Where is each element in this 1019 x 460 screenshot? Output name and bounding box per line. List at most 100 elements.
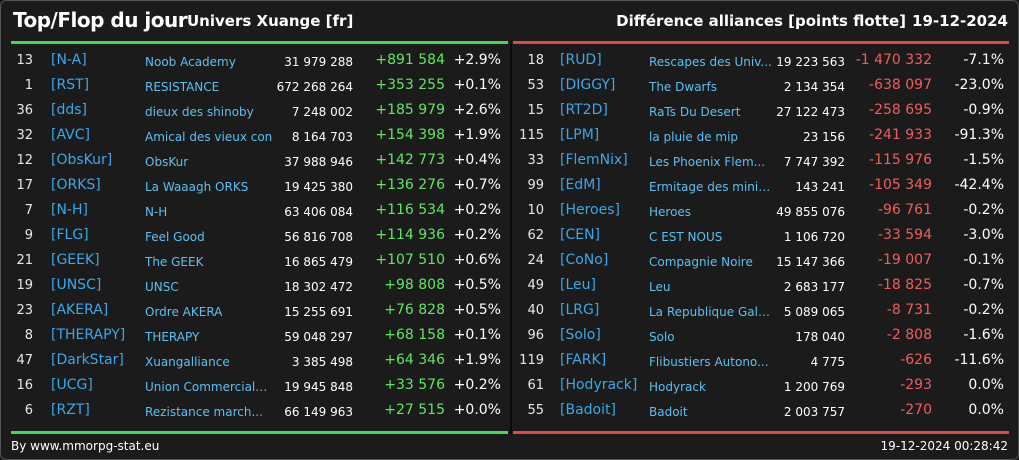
alliance-tag-link[interactable]: [Leu]	[560, 277, 596, 293]
alliance-name-link[interactable]: Feel Good	[145, 230, 205, 244]
alliance-tag-link[interactable]: [AVC]	[51, 127, 90, 143]
alliance-name-link[interactable]: Rescapes des Univ...	[649, 55, 772, 69]
alliance-tag-link[interactable]: [N-A]	[51, 52, 87, 68]
alliance-name-link[interactable]: C EST NOUS	[649, 230, 723, 244]
percent-change: +0.2%	[453, 202, 501, 218]
percent-change: -7.1%	[963, 52, 1004, 68]
alliance-tag-link[interactable]: [RUD]	[560, 52, 602, 68]
points-difference: +136 276	[375, 177, 445, 193]
alliance-tag-link[interactable]: [THERAPY]	[51, 327, 126, 343]
alliance-name-link[interactable]: La Republique Gala...	[649, 305, 773, 319]
table-row: 24 [CoNo] Compagnie Noire 15 147 366 -19 007…	[512, 248, 1018, 273]
table-row: 115 [LPM] la pluie de mip 23 156 -241 933 -91…	[512, 123, 1018, 148]
header: Top/Flop du jour Univers Xuange [fr] Dif…	[1, 1, 1018, 39]
alliance-name-link[interactable]: THERAPY	[145, 330, 200, 344]
alliance-name-link[interactable]: Leu	[649, 280, 671, 294]
alliance-tag-link[interactable]: [Heroes]	[560, 202, 620, 218]
alliance-tag-link[interactable]: [N-H]	[51, 202, 88, 218]
percent-change: -0.2%	[963, 302, 1004, 318]
table-row: 17 [ORKS] La Waaagh ORKS 19 425 380 +136 276…	[1, 173, 509, 198]
table-row: 9 [FLG] Feel Good 56 816 708 +114 936 +0.2%	[1, 223, 509, 248]
alliance-tag-link[interactable]: [LRG]	[560, 302, 600, 318]
alliance-tag-link[interactable]: [Badoit]	[560, 402, 616, 418]
alliance-tag-link[interactable]: [RT2D]	[560, 102, 608, 118]
points-difference: -241 933	[869, 127, 932, 143]
points-difference: +76 828	[384, 302, 445, 318]
flop-accent-bar	[513, 41, 1009, 44]
alliance-rank: 40	[527, 303, 544, 318]
alliance-name-link[interactable]: RaTs Du Desert	[649, 105, 741, 119]
alliance-name-link[interactable]: The Dwarfs	[649, 80, 717, 94]
universe-label: Univers Xuange [fr]	[187, 12, 354, 30]
percent-change: -11.6%	[954, 352, 1004, 368]
alliance-tag-link[interactable]: [UNSC]	[51, 277, 102, 293]
alliance-tag-link[interactable]: [dds]	[51, 102, 87, 118]
alliance-tag-link[interactable]: [FlemNix]	[560, 152, 628, 168]
alliance-name-link[interactable]: Xuangalliance	[145, 355, 230, 369]
alliance-name-link[interactable]: Solo	[649, 330, 675, 344]
alliance-name-link[interactable]: Badoit	[649, 405, 688, 419]
alliance-tag-link[interactable]: [RST]	[51, 77, 90, 93]
percent-change: +0.0%	[453, 402, 501, 418]
table-row: 33 [FlemNix] Les Phoenix Flem... 7 747 392 -…	[512, 148, 1018, 173]
alliance-points: 59 048 297	[284, 330, 353, 344]
percent-change: +0.2%	[453, 377, 501, 393]
points-difference: +64 346	[384, 352, 445, 368]
alliance-rank: 23	[16, 303, 33, 318]
alliance-name-link[interactable]: Ordre AKERA	[145, 305, 223, 319]
points-difference: -638 097	[869, 77, 932, 93]
alliance-tag-link[interactable]: [FARK]	[560, 352, 607, 368]
percent-change: +1.9%	[453, 352, 501, 368]
alliance-tag-link[interactable]: [FLG]	[51, 227, 89, 243]
alliance-tag-link[interactable]: [RZT]	[51, 402, 90, 418]
alliance-tag-link[interactable]: [DarkStar]	[51, 352, 124, 368]
alliance-tag-link[interactable]: [DIGGY]	[560, 77, 616, 93]
alliance-name-link[interactable]: Union Commerciale...	[145, 380, 273, 394]
alliance-tag-link[interactable]: [CoNo]	[560, 252, 609, 268]
alliance-name-link[interactable]: Hodyrack	[649, 380, 706, 394]
alliance-name-link[interactable]: The GEEK	[145, 255, 204, 269]
points-difference: +185 979	[375, 102, 445, 118]
alliance-tag-link[interactable]: [UCG]	[51, 377, 93, 393]
alliance-tag-link[interactable]: [ObsKur]	[51, 152, 113, 168]
alliance-rank: 7	[24, 203, 33, 218]
alliance-tag-link[interactable]: [EdM]	[560, 177, 601, 193]
alliance-tag-link[interactable]: [Solo]	[560, 327, 601, 343]
alliance-name-link[interactable]: Rezistance march...	[145, 405, 263, 419]
alliance-name-link[interactable]: N-H	[145, 205, 168, 219]
alliance-tag-link[interactable]: [CEN]	[560, 227, 601, 243]
alliance-name-link[interactable]: UNSC	[145, 280, 179, 294]
alliance-tag-link[interactable]: [LPM]	[560, 127, 600, 143]
alliance-rank: 47	[16, 353, 33, 368]
alliance-tag-link[interactable]: [GEEK]	[51, 252, 100, 268]
alliance-name-link[interactable]: Amical des vieux con	[145, 130, 273, 144]
alliance-name-link[interactable]: Ermitage des minier...	[649, 180, 773, 194]
alliance-rank: 99	[527, 178, 544, 193]
table-row: 1 [RST] RESISTANCE 672 268 264 +353 255 +0.1%	[1, 73, 509, 98]
alliance-rank: 115	[519, 128, 544, 143]
alliance-name-link[interactable]: Compagnie Noire	[649, 255, 753, 269]
points-difference: +27 515	[384, 402, 445, 418]
percent-change: +0.6%	[453, 252, 501, 268]
alliance-points: 143 241	[795, 180, 845, 194]
alliance-tag-link[interactable]: [AKERA]	[51, 302, 109, 318]
alliance-tag-link[interactable]: [ORKS]	[51, 177, 101, 193]
alliance-rank: 62	[527, 228, 544, 243]
alliance-rank: 15	[527, 103, 544, 118]
alliance-name-link[interactable]: Noob Academy	[145, 55, 236, 69]
alliance-points: 23 156	[803, 130, 845, 144]
alliance-name-link[interactable]: la pluie de mip	[649, 130, 739, 144]
alliance-name-link[interactable]: Flibustiers Autono...	[649, 355, 769, 369]
alliance-name-link[interactable]: Les Phoenix Flem...	[649, 155, 766, 169]
alliance-tag-link[interactable]: [Hodyrack]	[560, 377, 638, 393]
alliance-points: 19 425 380	[284, 180, 353, 194]
alliance-name-link[interactable]: La Waaagh ORKS	[145, 180, 249, 194]
points-difference: +353 255	[375, 77, 445, 93]
alliance-name-link[interactable]: dieux des shinoby	[145, 105, 254, 119]
alliance-rank: 13	[16, 53, 33, 68]
alliance-name-link[interactable]: RESISTANCE	[145, 80, 220, 94]
alliance-name-link[interactable]: ObsKur	[145, 155, 189, 169]
alliance-rank: 96	[527, 328, 544, 343]
percent-change: +0.5%	[453, 277, 501, 293]
alliance-name-link[interactable]: Heroes	[649, 205, 692, 219]
